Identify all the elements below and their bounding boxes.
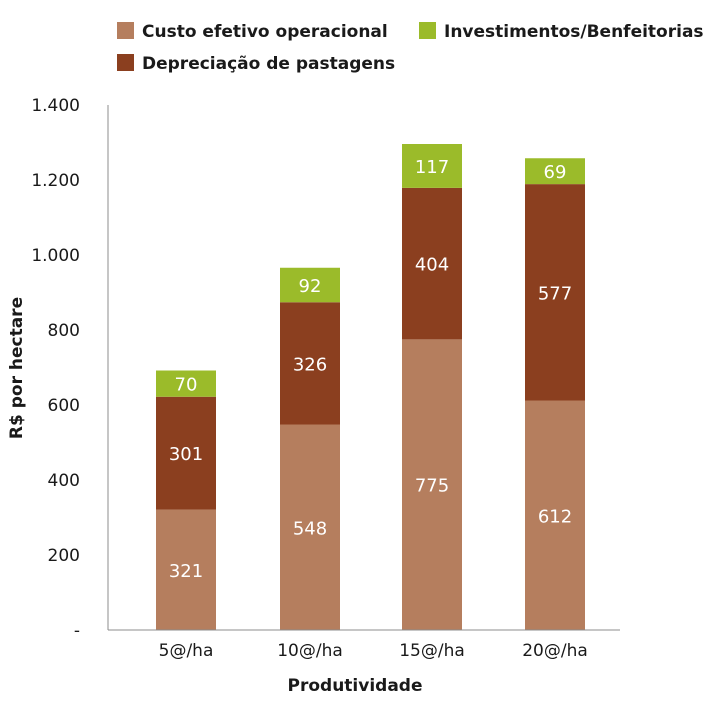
bar-value-label: 577 [538, 283, 572, 304]
y-tick-label: - [74, 621, 80, 641]
bar-value-label: 612 [538, 506, 572, 527]
y-tick-label: 600 [48, 396, 80, 416]
legend-label: Depreciação de pastagens [142, 54, 395, 74]
legend-item: Custo efetivo operacional [117, 22, 388, 42]
y-tick-label: 200 [48, 546, 80, 566]
y-tick-label: 800 [48, 321, 80, 341]
x-axis: 5@/ha 10@/ha 15@/ha 20@/ha [108, 629, 620, 661]
y-tick-label: 1.400 [31, 96, 80, 116]
x-tick-label: 10@/ha [277, 641, 343, 661]
x-axis-title: Produtividade [288, 676, 423, 696]
bar-value-label: 70 [175, 375, 198, 396]
bar-value-label: 321 [169, 561, 203, 582]
y-tick-label: 400 [48, 471, 80, 491]
bar-value-label: 301 [169, 444, 203, 465]
bar-value-label: 404 [415, 255, 449, 276]
legend-swatch [419, 22, 436, 39]
bar-segment [156, 396, 216, 510]
bar-value-label: 117 [415, 157, 449, 178]
bar-segment [280, 267, 340, 303]
bar-segment [280, 424, 340, 630]
bar-value-label: 775 [415, 476, 449, 497]
bars: 321 301 70 548 326 92 775 404 117 612 577 69 [156, 144, 585, 630]
legend-label: Custo efetivo operacional [142, 22, 388, 42]
x-tick-label: 5@/ha [159, 641, 214, 661]
bar-segment [402, 187, 462, 340]
y-axis: - 200 400 600 800 1.000 1.200 1.400 [31, 96, 109, 641]
bar-segment [156, 509, 216, 630]
y-axis-title: R$ por hectare [7, 297, 27, 439]
bar-segment [280, 302, 340, 425]
y-tick-label: 1.200 [31, 171, 80, 191]
x-tick-label: 20@/ha [522, 641, 588, 661]
bar-value-label: 69 [544, 162, 567, 183]
bar-segment [525, 184, 585, 401]
legend-label: Investimentos/Benfeitorias [444, 22, 704, 42]
legend-swatch [117, 54, 134, 71]
bar-value-label: 92 [299, 276, 322, 297]
bar-segment [402, 144, 462, 188]
bar-segment [156, 370, 216, 397]
legend: Custo efetivo operacional Investimentos/B… [117, 22, 704, 74]
bar-segment [402, 339, 462, 630]
legend-swatch [117, 22, 134, 39]
y-tick-label: 1.000 [31, 246, 80, 266]
x-tick-label: 15@/ha [399, 641, 465, 661]
bar-segment [525, 400, 585, 630]
legend-item: Depreciação de pastagens [117, 54, 395, 74]
bar-value-label: 326 [293, 354, 327, 375]
bar-segment [525, 158, 585, 185]
bar-value-label: 548 [293, 518, 327, 539]
legend-item: Investimentos/Benfeitorias [419, 22, 704, 42]
